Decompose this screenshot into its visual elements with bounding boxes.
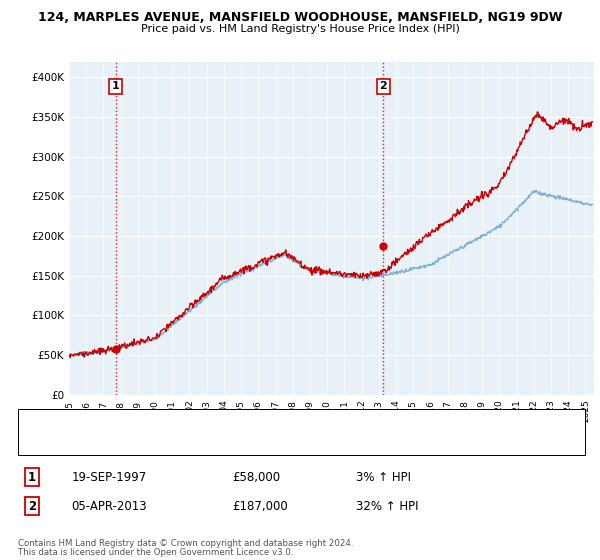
Text: This data is licensed under the Open Government Licence v3.0.: This data is licensed under the Open Gov…	[18, 548, 293, 557]
Text: 124, MARPLES AVENUE, MANSFIELD WOODHOUSE, MANSFIELD, NG19 9DW: 124, MARPLES AVENUE, MANSFIELD WOODHOUSE…	[38, 11, 562, 24]
Text: 2: 2	[379, 81, 387, 91]
Text: £58,000: £58,000	[232, 471, 280, 484]
Text: £187,000: £187,000	[232, 500, 288, 512]
Text: 1: 1	[28, 471, 36, 484]
Text: HPI: Average price, detached house, Mansfield: HPI: Average price, detached house, Mans…	[72, 437, 315, 447]
Text: 1: 1	[112, 81, 119, 91]
Text: 19-SEP-1997: 19-SEP-1997	[71, 471, 147, 484]
Text: 05-APR-2013: 05-APR-2013	[71, 500, 147, 512]
Text: 3% ↑ HPI: 3% ↑ HPI	[356, 471, 412, 484]
Text: 2: 2	[28, 500, 36, 512]
Text: 32% ↑ HPI: 32% ↑ HPI	[356, 500, 419, 512]
Text: 124, MARPLES AVENUE, MANSFIELD WOODHOUSE, MANSFIELD, NG19 9DW (detached ho: 124, MARPLES AVENUE, MANSFIELD WOODHOUSE…	[72, 417, 535, 427]
Text: Contains HM Land Registry data © Crown copyright and database right 2024.: Contains HM Land Registry data © Crown c…	[18, 539, 353, 548]
Text: Price paid vs. HM Land Registry's House Price Index (HPI): Price paid vs. HM Land Registry's House …	[140, 24, 460, 34]
